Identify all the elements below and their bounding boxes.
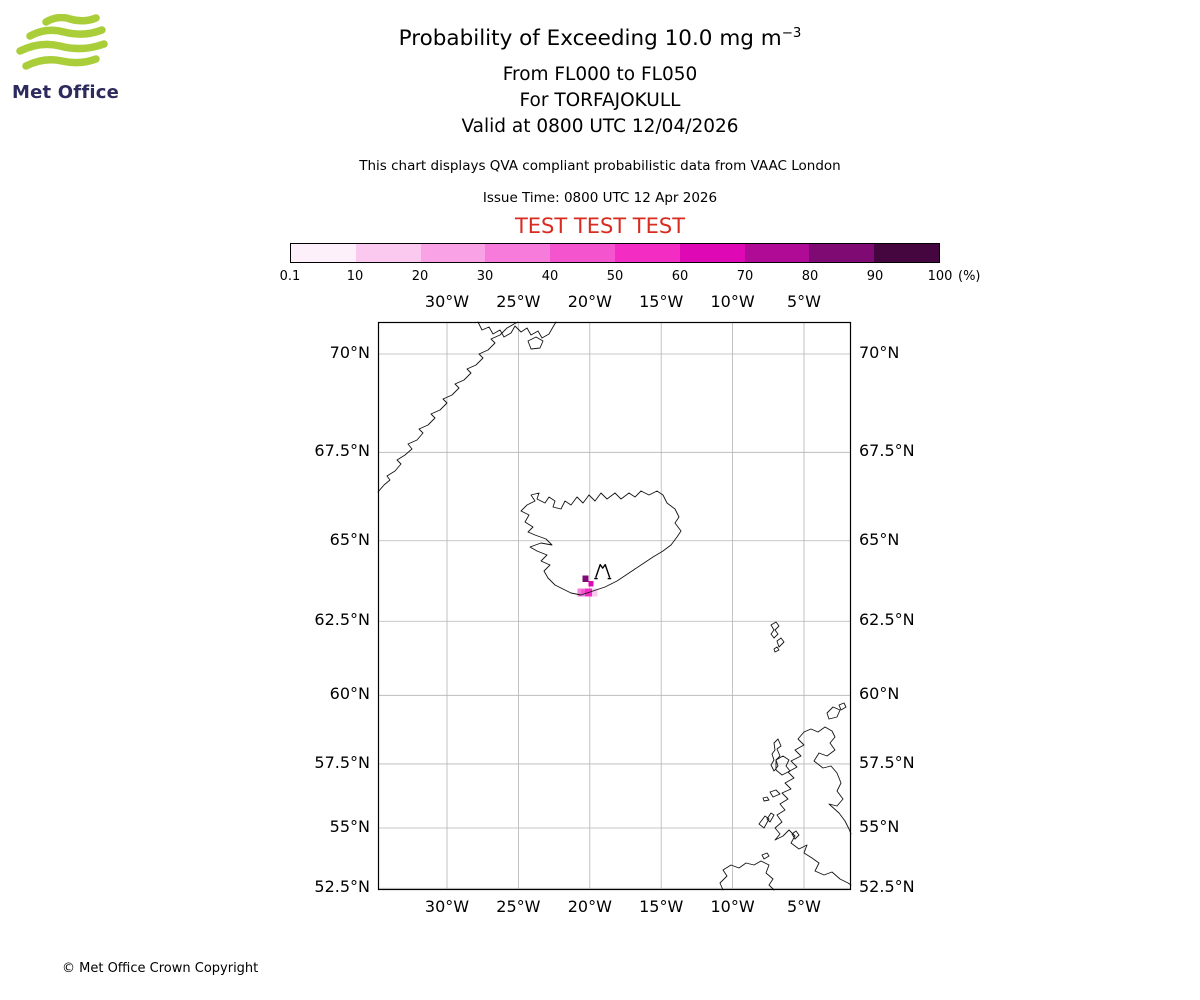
- lat-tick-label-left: 62.5°N: [314, 610, 370, 630]
- coastline-greenland: [377, 321, 557, 493]
- lat-tick-label-left: 65°N: [329, 529, 370, 549]
- lat-tick-label-left: 60°N: [329, 684, 370, 704]
- lat-tick-label-left: 55°N: [329, 817, 370, 836]
- coastline-ireland: [719, 852, 775, 891]
- lon-tick-label-top: 25°W: [496, 292, 541, 311]
- chart-title-exponent: −3: [781, 26, 802, 41]
- chart-title: Probability of Exceeding 10.0 mg m−3: [0, 26, 1200, 51]
- colorbar: 0.1 10 20 30 40 50 60 70 80 90 100 (%): [280, 243, 981, 284]
- volcano-marker-icon: [594, 563, 612, 580]
- met-office-logo-waves-icon: [16, 13, 108, 70]
- colorbar-unit-label: (%): [958, 269, 981, 284]
- coastlines: [377, 321, 852, 891]
- lon-tick-label-bottom: 15°W: [639, 897, 684, 916]
- ash-probability-cell: [582, 575, 589, 582]
- colorbar-tick-label: 0.1: [279, 269, 301, 284]
- colorbar-tick-label: 90: [866, 269, 884, 284]
- ash-probability-cell: [588, 580, 594, 587]
- colorbar-tick-label: 50: [606, 269, 624, 284]
- lat-tick-label-right: 70°N: [859, 342, 900, 362]
- colorbar-segment: [614, 244, 680, 262]
- colorbar-tick-label: 30: [476, 269, 494, 284]
- lon-tick-label-top: 5°W: [787, 292, 821, 311]
- lat-tick-label-left: 67.5°N: [314, 441, 370, 461]
- lat-tick-label-right: 62.5°N: [859, 610, 915, 630]
- valid-time-subtitle: Valid at 0800 UTC 12/04/2026: [461, 116, 739, 137]
- colorbar-segment: [744, 244, 810, 262]
- lon-tick-label-top: 15°W: [639, 292, 684, 311]
- coastline-faroe-islands: [770, 621, 785, 653]
- colorbar-segment: [550, 244, 615, 262]
- colorbar-tick-label: 80: [801, 269, 819, 284]
- colorbar-segment: [291, 244, 356, 262]
- copyright-notice: © Met Office Crown Copyright: [62, 961, 259, 976]
- ash-probability-cell: [591, 588, 598, 597]
- lon-tick-label-bottom: 20°W: [567, 897, 612, 916]
- lat-tick-label-left: 57.5°N: [314, 752, 370, 772]
- coastline-iceland: [520, 490, 682, 596]
- lon-tick-label-bottom: 30°W: [424, 897, 470, 916]
- map-panel: 30°W 30°W 25°W 25°W 20°W 20°W 15°W 15°W 10°W 10°W…: [314, 292, 914, 916]
- met-office-logo-text: Met Office: [12, 82, 120, 103]
- colorbar-tick-label: 60: [671, 269, 689, 284]
- issue-time: Issue Time: 0800 UTC 12 Apr 2026: [482, 190, 718, 206]
- colorbar-segment: [874, 244, 939, 262]
- colorbar-tick-label: 70: [736, 269, 754, 284]
- colorbar-segments: [290, 243, 940, 263]
- chart-title-text: Probability of Exceeding 10.0 mg m: [398, 26, 782, 52]
- colorbar-tick-label: 40: [541, 269, 559, 284]
- colorbar-tick-label: 20: [411, 269, 429, 284]
- lat-tick-label-right: 55°N: [859, 817, 900, 836]
- test-banner: TEST TEST TEST: [514, 214, 686, 238]
- colorbar-segment: [809, 244, 875, 262]
- flight-level-subtitle: From FL000 to FL050: [502, 64, 698, 85]
- colorbar-segment: [679, 244, 745, 262]
- met-office-logo: Met Office: [12, 13, 132, 103]
- grid-lines: [378, 322, 851, 890]
- colorbar-segment: [485, 244, 551, 262]
- chart-description: This chart displays QVA compliant probab…: [359, 158, 841, 174]
- lon-tick-label-top: 20°W: [567, 292, 612, 311]
- lon-tick-label-top: 30°W: [424, 292, 470, 311]
- lat-tick-label-left: 52.5°N: [314, 877, 370, 897]
- lon-tick-label-top: 10°W: [710, 292, 755, 311]
- lat-tick-label-right: 67.5°N: [859, 441, 915, 461]
- colorbar-tick-label: 10: [346, 269, 364, 284]
- lat-tick-label-right: 57.5°N: [859, 752, 915, 772]
- lat-tick-label-right: 65°N: [859, 529, 900, 549]
- lon-tick-label-bottom: 5°W: [787, 897, 821, 916]
- coastline-scotland: [758, 702, 852, 886]
- colorbar-segment: [355, 244, 421, 262]
- lat-tick-label-right: 52.5°N: [859, 877, 915, 897]
- ash-probability-cell: [581, 589, 585, 594]
- lat-tick-label-left: 70°N: [329, 342, 370, 362]
- volcano-subtitle: For TORFAJOKULL: [519, 90, 681, 111]
- colorbar-segment: [420, 244, 486, 262]
- lat-tick-label-right: 60°N: [859, 684, 900, 704]
- lon-tick-label-bottom: 10°W: [710, 897, 755, 916]
- map-canvas: [377, 321, 852, 891]
- lon-tick-label-bottom: 25°W: [496, 897, 541, 916]
- map-border: [377, 321, 852, 891]
- colorbar-tick-label: 100: [927, 269, 953, 284]
